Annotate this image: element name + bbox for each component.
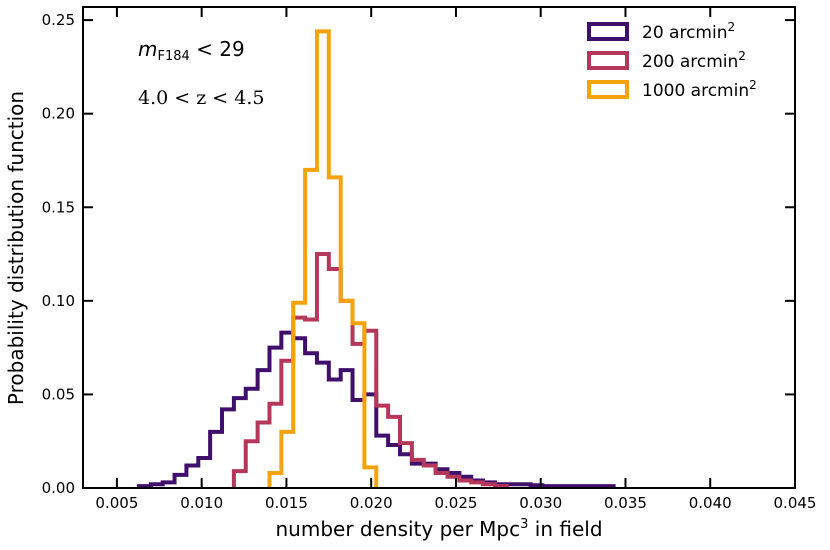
legend-swatch	[587, 51, 629, 70]
magnitude-variable: m	[138, 37, 157, 61]
x-tick-label: 0.010	[180, 494, 223, 512]
legend-item-1: 20 arcmin2	[587, 20, 735, 43]
legend-swatch	[587, 80, 629, 99]
magnitude-limit: < 29	[190, 37, 245, 61]
redshift-annotation: 4.0 < z < 4.5	[138, 87, 264, 109]
x-axis-label-superscript: 3	[520, 517, 528, 532]
y-tick-label: 0.20	[42, 105, 75, 123]
x-tick-label: 0.035	[604, 494, 647, 512]
legend-label: 1000 arcmin2	[642, 78, 757, 101]
legend-label: 20 arcmin2	[642, 20, 735, 43]
series-2-step-line	[231, 252, 509, 489]
series-3-step-line	[267, 29, 379, 488]
legend-item-3: 1000 arcmin2	[587, 78, 757, 101]
y-tick-label: 0.10	[42, 292, 75, 310]
magnitude-filter-subscript: F184	[157, 49, 189, 64]
legend-item-2: 200 arcmin2	[587, 49, 746, 72]
axis-ticks-layer: 0.005 0.010 0.015 0.020 0.025 0.030 0.035 0.040…	[42, 7, 817, 512]
histogram-series-layer	[136, 29, 616, 489]
x-tick-label: 0.045	[774, 494, 817, 512]
x-axis-label-tail: in field	[528, 517, 602, 541]
x-tick-label: 0.005	[95, 494, 138, 512]
legend-label: 200 arcmin2	[642, 49, 746, 72]
x-axis-label-main: number density per Mpc	[275, 517, 520, 541]
series-3-group	[267, 29, 379, 488]
legend: 20 arcmin2 200 arcmin2 1000 arcmin2	[587, 20, 757, 101]
x-axis-label: number density per Mpc3 in field	[275, 517, 602, 541]
series-3-bin-7	[341, 301, 353, 488]
x-tick-label: 0.030	[519, 494, 562, 512]
magnitude-annotation: mF184 < 29	[138, 37, 245, 64]
x-tick-label: 0.025	[434, 494, 477, 512]
y-tick-label: 0.25	[42, 11, 75, 29]
x-tick-label: 0.020	[350, 494, 393, 512]
y-axis-label: Probability distribution function	[4, 91, 28, 405]
y-tick-label: 0.00	[42, 479, 75, 497]
series-2-group	[231, 252, 509, 489]
y-tick-label: 0.15	[42, 198, 75, 216]
x-tick-label: 0.015	[265, 494, 308, 512]
x-tick-label: 0.040	[689, 494, 732, 512]
y-tick-label: 0.05	[42, 385, 75, 403]
plot-frame	[82, 6, 796, 489]
legend-swatch	[587, 22, 629, 41]
